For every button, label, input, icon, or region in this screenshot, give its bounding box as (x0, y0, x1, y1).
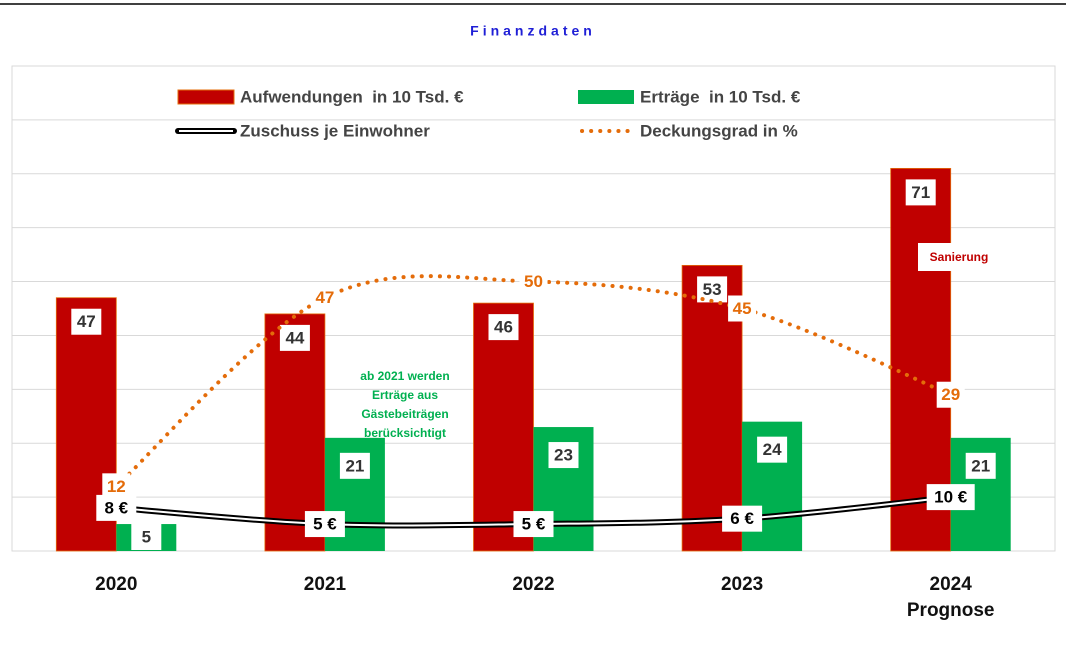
line-value-label-bg (102, 473, 131, 500)
line-value-label-bg (728, 295, 757, 322)
bar-value-label: 21 (345, 456, 364, 475)
line-value-label: 50 (524, 272, 543, 291)
line (114, 274, 953, 489)
annotation: Sanierung (918, 243, 1000, 271)
line-value-label: 5 € (522, 515, 546, 534)
line-value-label: 10 € (934, 488, 968, 507)
bar-value-label: 5 (142, 527, 151, 546)
bar-value-label-bg (71, 308, 102, 335)
bar-value-label-bg (548, 442, 579, 469)
bar-value-label-bg (488, 314, 519, 341)
bar-value-label: 47 (77, 312, 96, 331)
line-value-label-bg (936, 381, 965, 408)
bar-value-label: 44 (285, 328, 304, 347)
x-tick-label: 2020 (95, 574, 138, 595)
bar-value-label-bg (339, 452, 370, 479)
line-value-label-bg (722, 505, 763, 532)
bar-value-label-bg (905, 179, 936, 206)
bar-value-label: 24 (763, 440, 782, 459)
line-value-label-bg (304, 511, 345, 538)
legend-label: Erträge in 10 Tsd. € (640, 87, 801, 106)
bar-value-label: 71 (911, 183, 930, 202)
bar-value-label: 53 (703, 280, 722, 299)
x-tick-label: 2023 (720, 574, 764, 595)
line-value-label: 8 € (104, 498, 128, 517)
bar-value-label-bg (279, 324, 310, 351)
x-tick-label: 2022 (512, 574, 555, 595)
line-value-label: 29 (941, 385, 960, 404)
line-value-label-bg (310, 284, 339, 311)
legend-label: Deckungsgrad in % (640, 121, 798, 140)
chart-title: Finanzdaten (470, 23, 596, 39)
legend-label: Zuschuss je Einwohner (240, 121, 430, 140)
bar-value-label: 46 (494, 318, 513, 337)
annotation: ab 2021 werden Erträge aus Gästebeiträge… (360, 369, 450, 440)
x-tick-label: 2024 Prognose (906, 574, 995, 621)
legend-swatch (177, 89, 235, 105)
bar-value-label: 23 (554, 446, 573, 465)
legend-label: Aufwendungen in 10 Tsd. € (240, 87, 464, 106)
line-value-label: 45 (733, 299, 752, 318)
line-value-label-bg (519, 268, 548, 295)
line-value-label: 6 € (730, 509, 754, 528)
line-value-label: 12 (107, 477, 126, 496)
line-value-label-bg (513, 511, 554, 538)
line-value-label: 5 € (313, 515, 337, 534)
bar-value-label-bg (757, 436, 788, 463)
x-tick-label: 2021 (303, 574, 347, 595)
legend-swatch (578, 90, 634, 104)
bar-value-label-bg (965, 452, 996, 479)
line-value-label: 47 (315, 288, 334, 307)
line-value-label-bg (926, 484, 975, 511)
bar-value-label-bg (131, 524, 162, 550)
bar-value-label: 21 (971, 456, 990, 475)
